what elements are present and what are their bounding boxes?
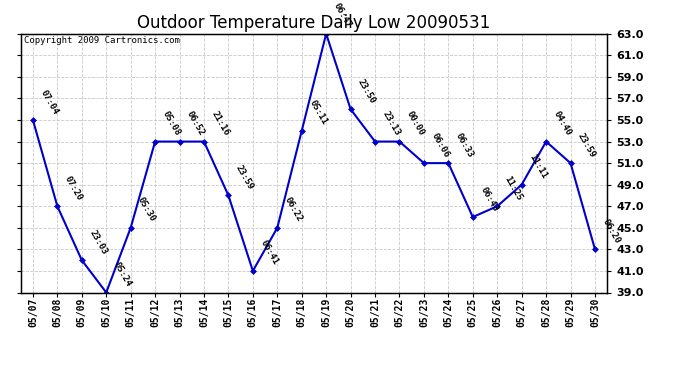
Text: 05:11: 05:11 bbox=[307, 99, 328, 127]
Text: 00:00: 00:00 bbox=[405, 110, 426, 137]
Text: 23:03: 23:03 bbox=[88, 228, 108, 256]
Text: 06:22: 06:22 bbox=[283, 196, 304, 223]
Text: 07:04: 07:04 bbox=[39, 88, 60, 116]
Title: Outdoor Temperature Daily Low 20090531: Outdoor Temperature Daily Low 20090531 bbox=[137, 14, 491, 32]
Text: 06:43: 06:43 bbox=[478, 185, 500, 213]
Text: 06:52: 06:52 bbox=[185, 110, 206, 137]
Text: 06:20: 06:20 bbox=[600, 217, 622, 245]
Text: 05:30: 05:30 bbox=[136, 196, 157, 223]
Text: 23:59: 23:59 bbox=[234, 164, 255, 191]
Text: 06:33: 06:33 bbox=[454, 131, 475, 159]
Text: 23:50: 23:50 bbox=[356, 77, 377, 105]
Text: 21:16: 21:16 bbox=[210, 110, 230, 137]
Text: 06:47: 06:47 bbox=[332, 2, 353, 30]
Text: 06:41: 06:41 bbox=[259, 239, 279, 267]
Text: 11:25: 11:25 bbox=[503, 174, 524, 202]
Text: 04:40: 04:40 bbox=[552, 110, 573, 137]
Text: 11:11: 11:11 bbox=[527, 153, 549, 180]
Text: 06:06: 06:06 bbox=[429, 131, 451, 159]
Text: 23:13: 23:13 bbox=[381, 110, 402, 137]
Text: 23:59: 23:59 bbox=[576, 131, 598, 159]
Text: Copyright 2009 Cartronics.com: Copyright 2009 Cartronics.com bbox=[23, 36, 179, 45]
Text: 05:08: 05:08 bbox=[161, 110, 182, 137]
Text: 07:20: 07:20 bbox=[63, 174, 84, 202]
Text: 05:24: 05:24 bbox=[112, 261, 133, 288]
